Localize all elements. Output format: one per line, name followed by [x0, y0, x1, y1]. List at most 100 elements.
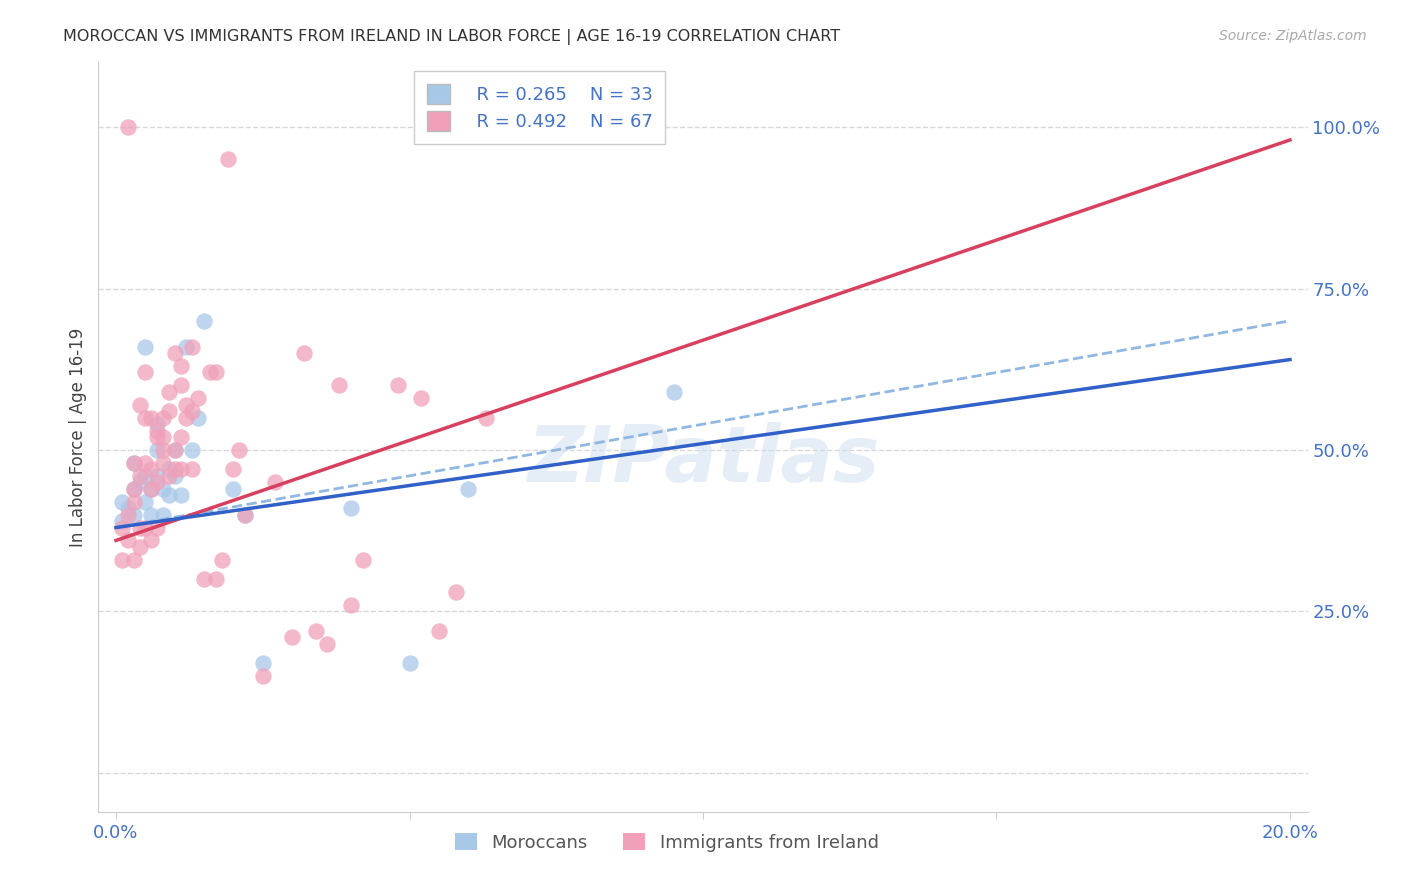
- Point: [475, 410, 498, 425]
- Point: [169, 462, 191, 476]
- Point: [146, 475, 169, 490]
- Point: [122, 456, 145, 470]
- Point: [146, 520, 169, 534]
- Point: [204, 366, 226, 380]
- Point: [304, 624, 326, 638]
- Point: [152, 508, 174, 522]
- Point: [446, 585, 468, 599]
- Point: [122, 456, 145, 470]
- Point: [152, 456, 174, 470]
- Point: [169, 378, 191, 392]
- Point: [398, 656, 420, 670]
- Point: [141, 462, 163, 476]
- Point: [141, 533, 163, 548]
- Point: [193, 572, 215, 586]
- Point: [157, 384, 180, 399]
- Point: [146, 468, 169, 483]
- Point: [387, 378, 409, 392]
- Y-axis label: In Labor Force | Age 16-19: In Labor Force | Age 16-19: [69, 327, 87, 547]
- Point: [146, 417, 169, 432]
- Point: [157, 488, 180, 502]
- Point: [122, 482, 145, 496]
- Text: ZIPatlas: ZIPatlas: [527, 422, 879, 498]
- Point: [163, 442, 186, 457]
- Point: [152, 482, 174, 496]
- Point: [427, 624, 450, 638]
- Point: [152, 410, 174, 425]
- Point: [128, 475, 150, 490]
- Point: [111, 494, 134, 508]
- Point: [187, 392, 209, 406]
- Point: [181, 404, 204, 418]
- Point: [340, 501, 363, 516]
- Point: [163, 346, 186, 360]
- Point: [157, 462, 180, 476]
- Point: [340, 598, 363, 612]
- Point: [176, 340, 198, 354]
- Point: [217, 153, 239, 167]
- Point: [134, 340, 156, 354]
- Point: [134, 456, 156, 470]
- Point: [263, 475, 285, 490]
- Point: [157, 468, 180, 483]
- Point: [117, 508, 139, 522]
- Point: [176, 398, 198, 412]
- Point: [281, 630, 304, 644]
- Point: [117, 120, 139, 134]
- Text: MOROCCAN VS IMMIGRANTS FROM IRELAND IN LABOR FORCE | AGE 16-19 CORRELATION CHART: MOROCCAN VS IMMIGRANTS FROM IRELAND IN L…: [63, 29, 841, 45]
- Point: [134, 520, 156, 534]
- Point: [122, 553, 145, 567]
- Point: [411, 392, 433, 406]
- Point: [134, 410, 156, 425]
- Point: [111, 520, 134, 534]
- Point: [128, 520, 150, 534]
- Point: [122, 494, 145, 508]
- Point: [111, 514, 134, 528]
- Point: [117, 501, 139, 516]
- Point: [146, 430, 169, 444]
- Point: [163, 462, 186, 476]
- Point: [316, 637, 339, 651]
- Point: [111, 553, 134, 567]
- Point: [252, 669, 274, 683]
- Point: [662, 384, 685, 399]
- Point: [122, 482, 145, 496]
- Point: [233, 508, 256, 522]
- Point: [128, 468, 150, 483]
- Point: [163, 442, 186, 457]
- Point: [169, 359, 191, 373]
- Point: [134, 468, 156, 483]
- Point: [187, 410, 209, 425]
- Point: [141, 508, 163, 522]
- Point: [134, 494, 156, 508]
- Point: [128, 398, 150, 412]
- Point: [181, 442, 204, 457]
- Point: [152, 442, 174, 457]
- Point: [181, 462, 204, 476]
- Point: [146, 442, 169, 457]
- Point: [228, 442, 250, 457]
- Point: [128, 540, 150, 554]
- Point: [169, 430, 191, 444]
- Point: [117, 533, 139, 548]
- Legend: Moroccans, Immigrants from Ireland: Moroccans, Immigrants from Ireland: [447, 826, 886, 859]
- Point: [211, 553, 233, 567]
- Point: [163, 468, 186, 483]
- Point: [141, 410, 163, 425]
- Point: [222, 482, 245, 496]
- Point: [352, 553, 374, 567]
- Point: [157, 404, 180, 418]
- Point: [457, 482, 479, 496]
- Point: [176, 410, 198, 425]
- Point: [292, 346, 315, 360]
- Point: [252, 656, 274, 670]
- Text: Source: ZipAtlas.com: Source: ZipAtlas.com: [1219, 29, 1367, 44]
- Point: [204, 572, 226, 586]
- Point: [146, 424, 169, 438]
- Point: [141, 482, 163, 496]
- Point: [122, 508, 145, 522]
- Point: [328, 378, 350, 392]
- Point: [141, 482, 163, 496]
- Point: [169, 488, 191, 502]
- Point: [181, 340, 204, 354]
